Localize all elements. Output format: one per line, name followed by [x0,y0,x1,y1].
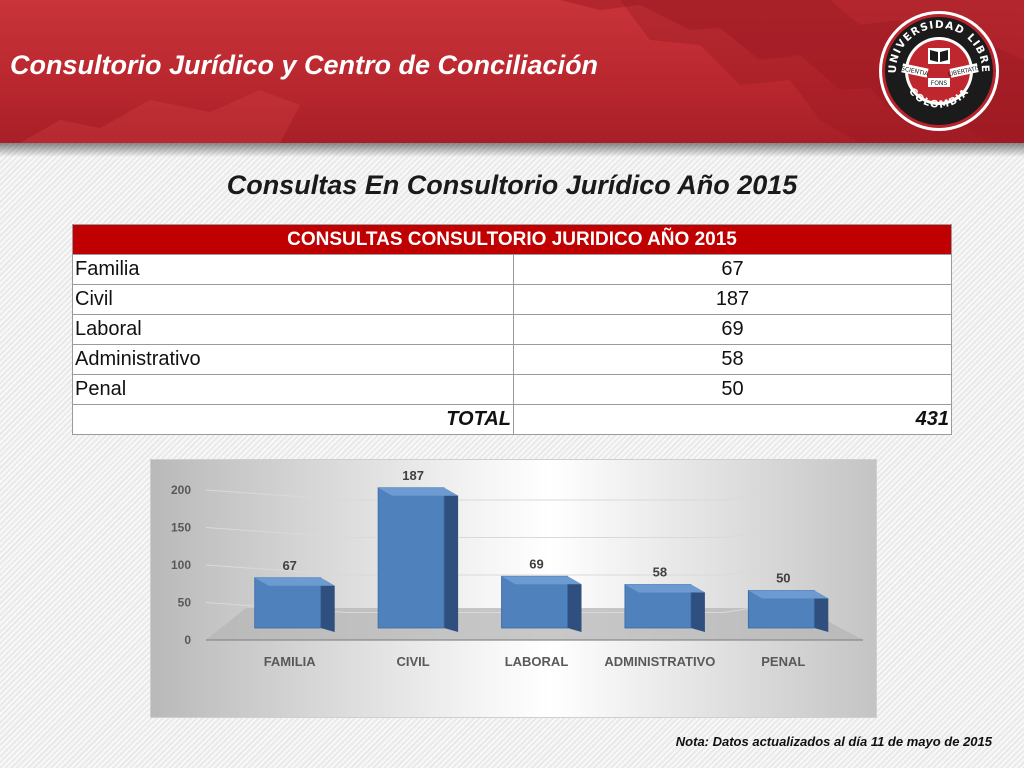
table-total-row: TOTAL 431 [72,404,952,435]
y-tick-label: 100 [171,558,191,572]
consultas-table: CONSULTAS CONSULTORIO JURIDICO AÑO 2015 … [72,224,952,435]
bar-side [320,577,335,632]
table-row: Familia 67 [72,254,952,285]
bar-side [444,487,459,632]
data-label: 67 [282,558,296,573]
bar-top [624,584,705,593]
universidad-libre-logo: UNIVERSIDAD LIBRE COLOMBIA SCIENTIA LIBE… [879,11,999,131]
row-value: 58 [513,344,952,375]
row-label: Administrativo [72,344,514,375]
gridline [205,489,764,501]
x-tick-label: CIVIL [396,654,429,669]
data-label: 50 [776,571,790,586]
total-label: TOTAL [72,404,514,435]
row-label: Familia [72,254,514,285]
y-tick-label: 0 [184,633,191,647]
x-tick-label: PENAL [761,654,805,669]
bar-top [254,577,335,586]
x-tick-label: FAMILIA [264,654,317,669]
row-value: 50 [513,374,952,405]
header-banner: Consultorio Jurídico y Centro de Concili… [0,0,1024,143]
banner-shadow [0,143,1024,157]
data-label: 58 [653,565,667,580]
header-title: Consultorio Jurídico y Centro de Concili… [10,50,599,80]
bar-side [690,584,705,632]
x-tick-label: ADMINISTRATIVO [604,654,715,669]
row-value: 69 [513,314,952,345]
y-tick-label: 200 [171,483,191,497]
y-tick-label: 50 [178,596,192,610]
y-tick-label: 150 [171,521,191,535]
bar-top [378,487,459,496]
bar-chart: 0 50 100 150 200 67 FAMILIA 187 CIVIL 69 LABORAL 58… [150,459,877,718]
footnote: Nota: Datos actualizados al día 11 de ma… [675,734,992,749]
table-header: CONSULTAS CONSULTORIO JURIDICO AÑO 2015 [72,224,952,255]
row-label: Civil [72,284,514,315]
row-value: 67 [513,254,952,285]
logo-motto-2: FONS [931,80,948,87]
slide-title: Consultas En Consultorio Jurídico Año 20… [226,170,798,200]
data-label: 69 [529,556,543,571]
x-tick-label: LABORAL [505,654,569,669]
row-label: Laboral [72,314,514,345]
table-row: Penal 50 [72,374,952,405]
bar-side [814,590,829,632]
gridline [205,527,764,538]
book-seal-icon [928,48,950,64]
bar-top [501,576,582,585]
bar [254,577,322,629]
bar [501,575,568,629]
chart-svg: 0 50 100 150 200 67 FAMILIA 187 CIVIL 69 LABORAL 58… [171,468,863,669]
table-row: Civil 187 [72,284,952,315]
row-label: Penal [72,374,514,405]
table-row: Administrativo 58 [72,344,952,375]
bar [377,487,445,629]
bar-top [748,590,829,599]
data-label: 187 [402,468,424,483]
bar-side [567,576,582,632]
row-value: 187 [513,284,952,315]
gridline [205,564,764,576]
table-row: Laboral 69 [72,314,952,345]
table-header-row: CONSULTAS CONSULTORIO JURIDICO AÑO 2015 [72,224,952,255]
total-value: 431 [513,404,952,435]
